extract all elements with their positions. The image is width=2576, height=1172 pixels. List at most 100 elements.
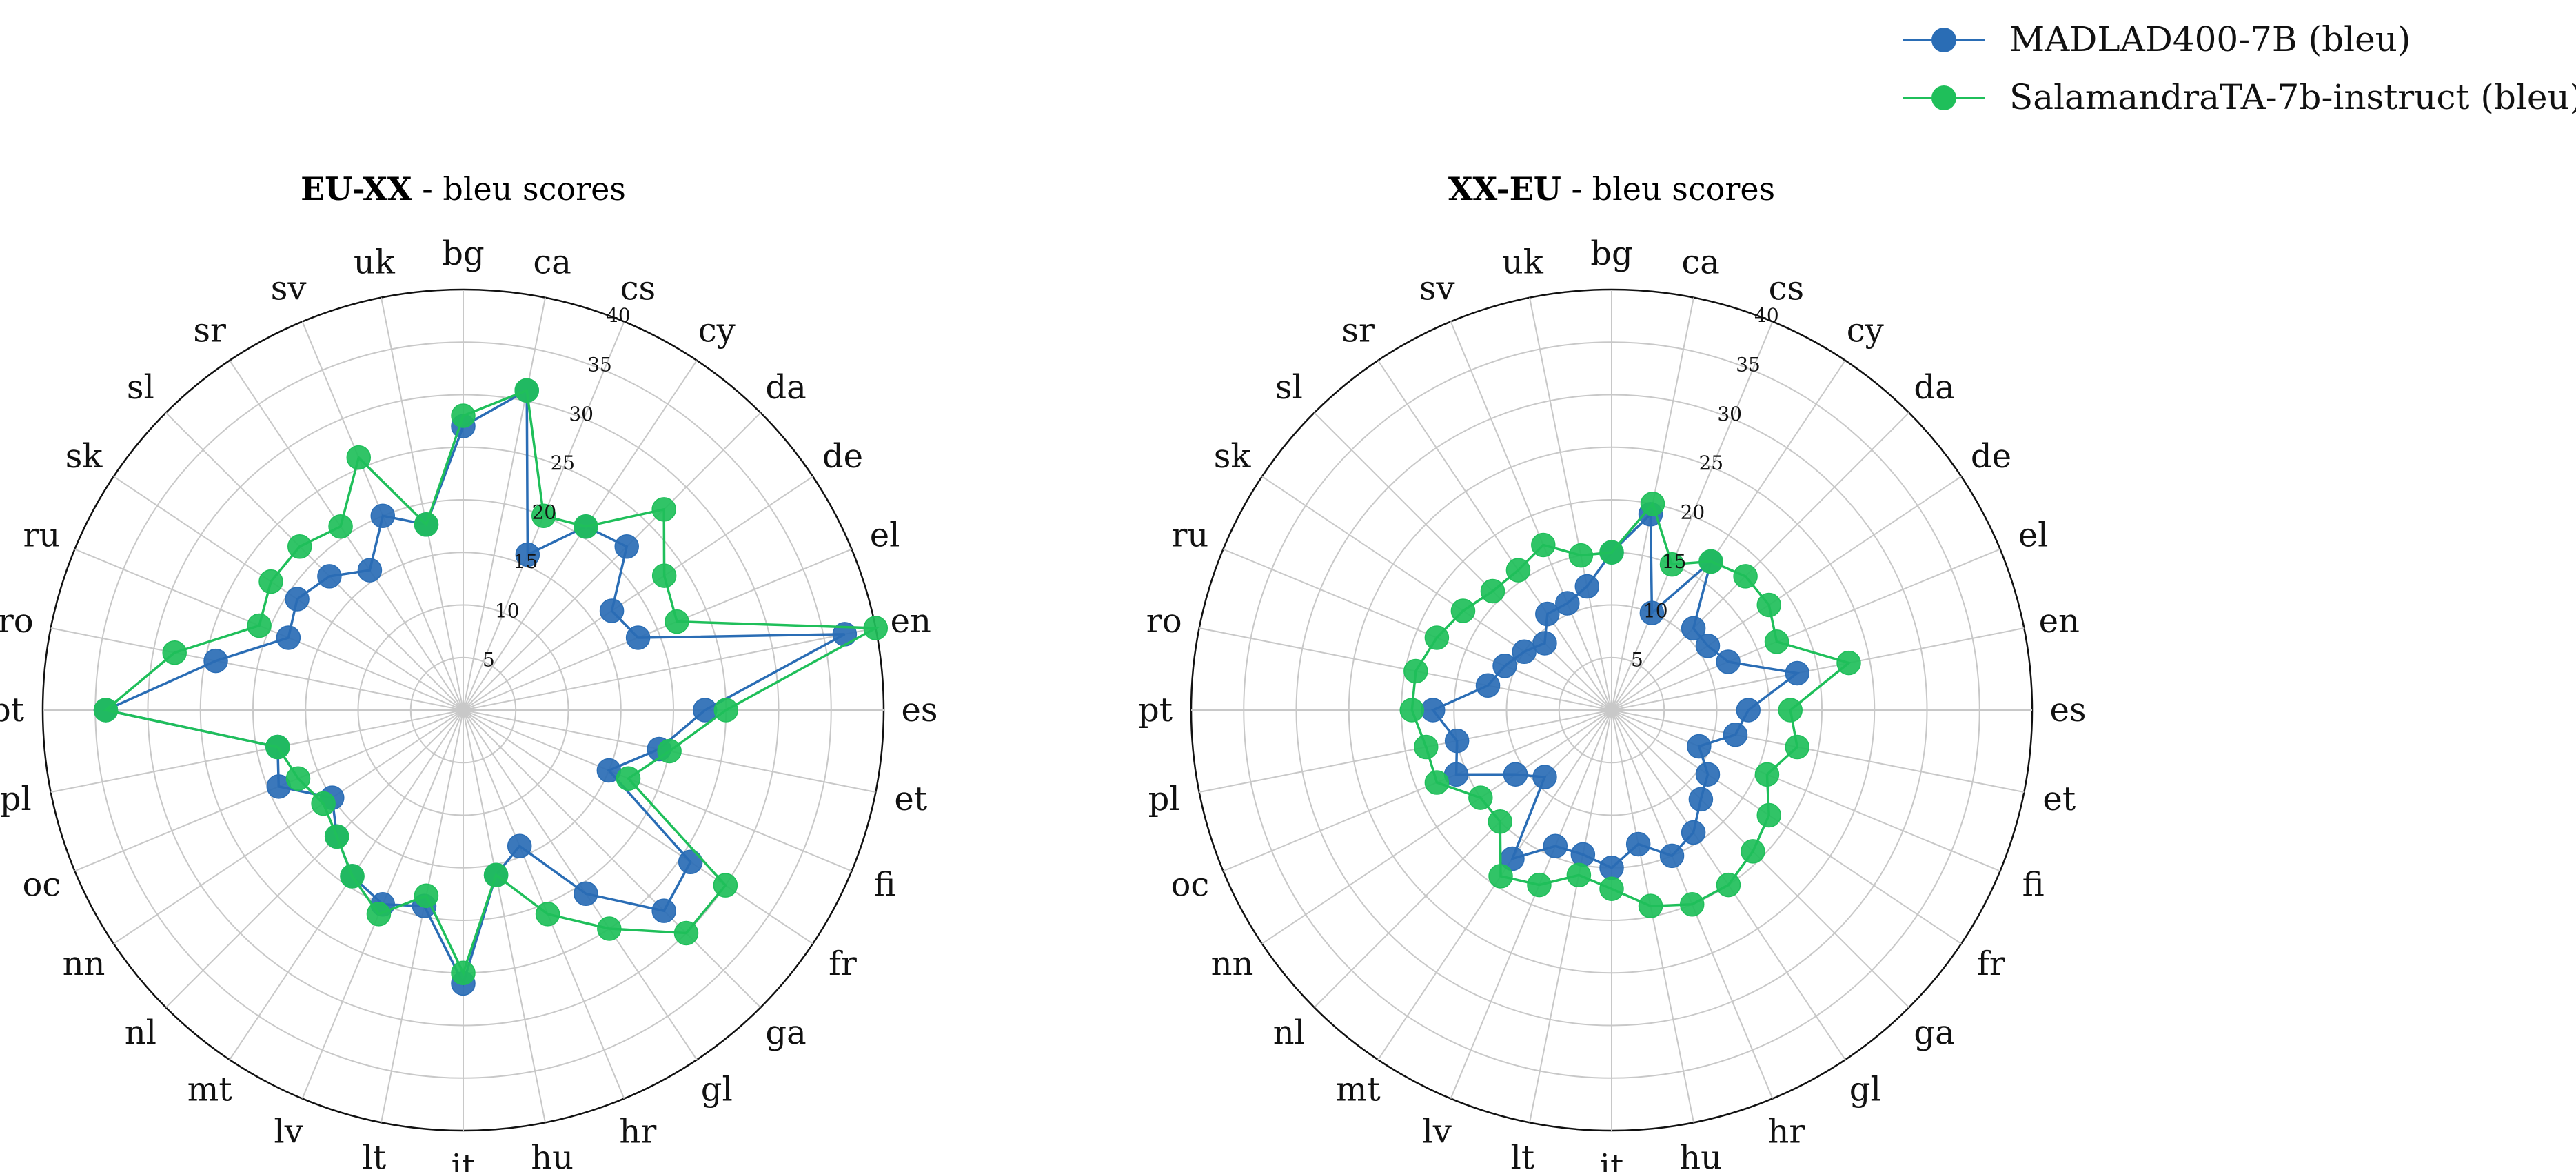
- data-point-hr: [1659, 843, 1685, 869]
- series-madlad: [93, 378, 858, 996]
- category-label-el: el: [870, 516, 900, 555]
- category-label-lv: lv: [1422, 1113, 1451, 1151]
- data-point-en: [1836, 650, 1861, 676]
- data-point-el: [665, 609, 689, 634]
- legend-marker-madlad: [1931, 28, 1956, 52]
- category-label-et: et: [894, 780, 927, 818]
- radial-tick-label: 35: [1736, 353, 1761, 376]
- data-point-oc: [285, 766, 311, 791]
- data-point-da: [651, 497, 676, 522]
- data-point-da: [1733, 564, 1758, 589]
- data-point-hr: [535, 902, 560, 927]
- radial-tick-label: 35: [587, 353, 612, 376]
- data-point-it: [1599, 876, 1624, 901]
- category-label-fr: fr: [829, 944, 857, 983]
- spoke-line: [463, 297, 546, 711]
- radial-tick-label: 10: [495, 599, 520, 622]
- data-point-it: [1599, 856, 1624, 880]
- chart-title-bold: EU-XX: [301, 170, 412, 208]
- data-point-sr: [1535, 601, 1560, 627]
- data-point-en: [863, 616, 889, 640]
- category-label-ca: ca: [1681, 243, 1720, 282]
- data-point-fi: [1754, 762, 1780, 787]
- data-point-es: [713, 698, 738, 723]
- data-point-fi: [1687, 734, 1712, 759]
- data-point-cs: [531, 503, 556, 528]
- category-label-et: et: [2042, 780, 2076, 818]
- data-point-fr: [1695, 762, 1721, 787]
- data-point-sl: [287, 534, 312, 559]
- category-label-hr: hr: [619, 1113, 656, 1151]
- category-label-el: el: [2018, 516, 2049, 555]
- category-label-hu: hu: [531, 1138, 574, 1172]
- category-label-fi: fi: [2022, 865, 2045, 904]
- data-point-nn: [311, 791, 336, 816]
- data-point-sk: [1512, 639, 1537, 665]
- category-label-oc: oc: [23, 865, 61, 904]
- data-point-nl: [1488, 809, 1512, 834]
- category-label-fr: fr: [1977, 944, 2005, 983]
- spoke-line: [113, 709, 464, 944]
- category-label-lt: lt: [363, 1138, 387, 1172]
- data-point-pt: [1399, 698, 1424, 723]
- legend: MADLAD400-7B (bleu) SalamandraTA-7b-inst…: [1903, 19, 2576, 117]
- data-point-ru: [1492, 654, 1517, 678]
- data-point-ga: [1741, 839, 1765, 864]
- spoke-line: [1529, 709, 1612, 1123]
- data-point-fr: [1756, 802, 1781, 828]
- data-point-en: [1785, 660, 1809, 686]
- category-label-de: de: [822, 437, 863, 476]
- category-label-pl: pl: [1148, 780, 1180, 818]
- chart-title-rest: - bleu scores: [1561, 170, 1775, 208]
- data-point-pl: [1444, 728, 1470, 754]
- category-label-sr: sr: [193, 312, 226, 350]
- data-point-es: [1736, 698, 1761, 723]
- category-label-sl: sl: [1275, 368, 1303, 407]
- spoke-line: [463, 476, 813, 711]
- radial-tick-label: 15: [1662, 550, 1687, 573]
- radial-tick-label: 15: [514, 550, 538, 573]
- spoke-line: [1611, 709, 2025, 793]
- spoke-line: [1611, 627, 2025, 711]
- data-point-hr: [1679, 892, 1705, 917]
- data-point-ru: [1424, 625, 1450, 650]
- data-point-gl: [574, 881, 598, 907]
- chart-title-xx-eu: XX-EU - bleu scores: [1448, 170, 1775, 208]
- data-point-bg: [1599, 540, 1624, 565]
- data-point-hu: [1638, 893, 1663, 918]
- category-label-ru: ru: [1171, 516, 1208, 555]
- radial-tick-label: 25: [550, 452, 575, 474]
- category-label-pt: pt: [0, 691, 24, 729]
- radial-tick-label: 20: [532, 501, 557, 524]
- category-label-sr: sr: [1341, 312, 1375, 350]
- data-point-mt: [1488, 864, 1513, 889]
- category-label-pt: pt: [1138, 691, 1173, 729]
- data-point-sl: [1480, 578, 1505, 604]
- category-label-ro: ro: [1146, 602, 1182, 640]
- radial-tick-label: 20: [1681, 501, 1705, 524]
- data-point-sr: [357, 558, 383, 583]
- series-layer: [1399, 492, 1861, 918]
- category-label-sv: sv: [271, 269, 307, 307]
- category-label-da: da: [765, 368, 806, 407]
- category-label-it: it: [452, 1147, 476, 1172]
- data-point-fr: [713, 873, 738, 898]
- data-point-hu: [483, 862, 509, 888]
- category-label-hr: hr: [1767, 1113, 1805, 1151]
- spoke-line: [1313, 412, 1612, 711]
- data-point-ga: [651, 898, 676, 923]
- data-point-mt: [340, 864, 365, 889]
- category-label-da: da: [1914, 368, 1954, 407]
- spoke-line: [1611, 360, 1846, 711]
- data-point-ro: [1475, 673, 1501, 698]
- spoke-line: [463, 548, 852, 711]
- category-label-uk: uk: [1502, 243, 1544, 282]
- category-label-ga: ga: [765, 1013, 806, 1052]
- spoke-line: [1611, 321, 1774, 711]
- data-point-sl: [1532, 631, 1557, 656]
- data-point-uk: [1568, 543, 1594, 568]
- spoke-line: [463, 709, 852, 872]
- data-point-gl: [597, 916, 622, 941]
